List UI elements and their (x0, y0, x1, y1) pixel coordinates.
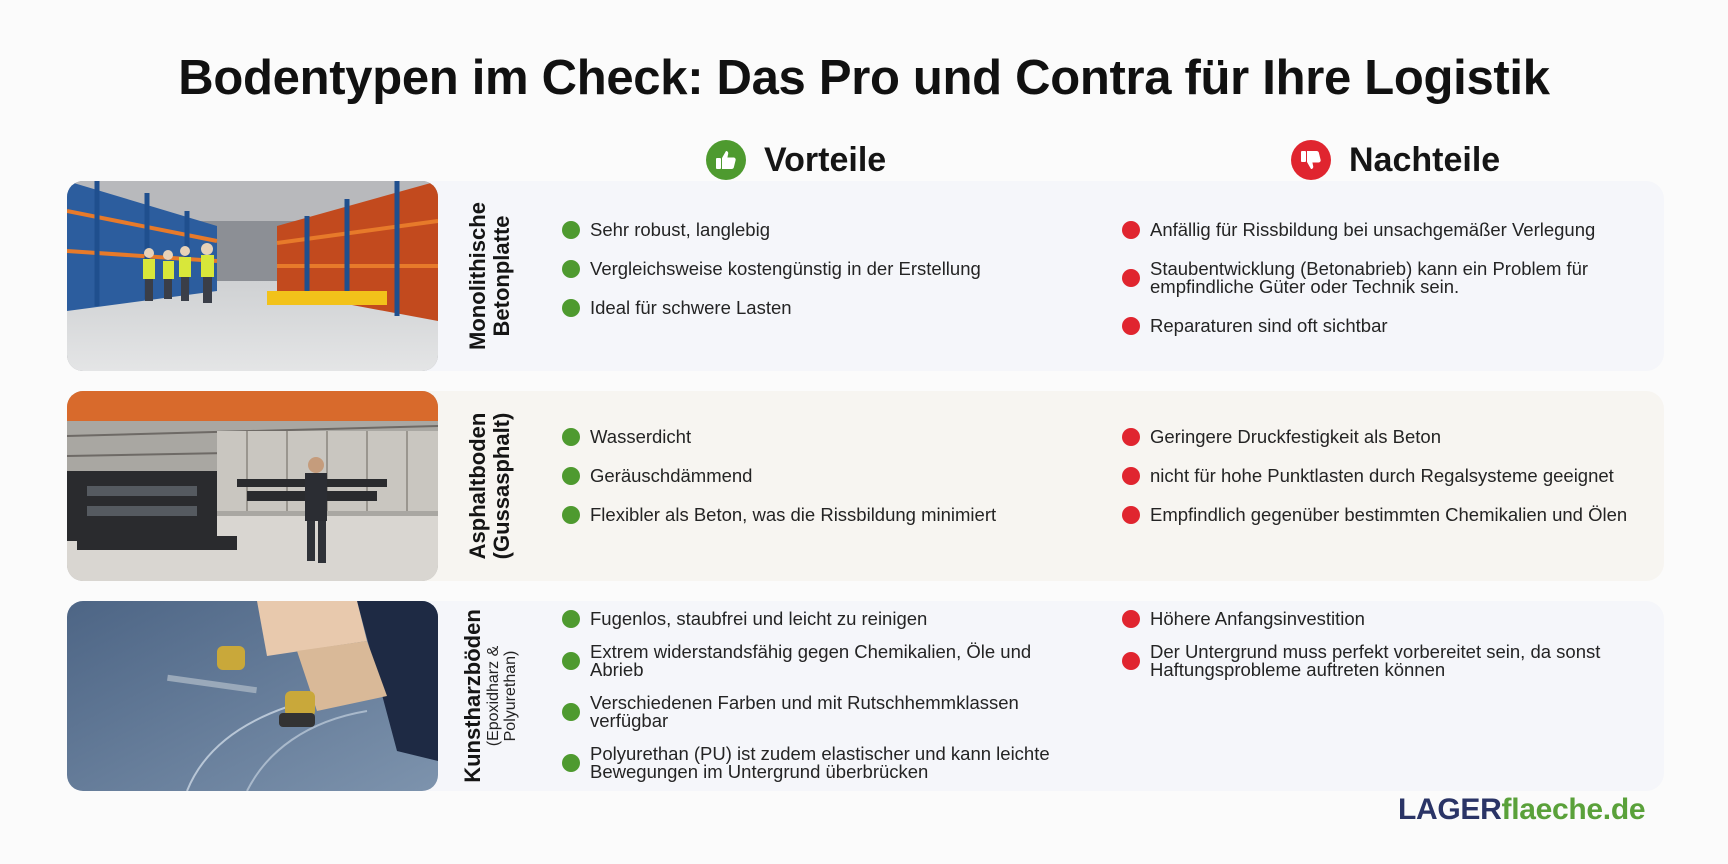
pro-item: Ideal für schwere Lasten (562, 298, 1082, 317)
pros-list: Fugenlos, staubfrei und leicht zu reinig… (562, 609, 1052, 781)
pro-item: Verschiedenen Farben und mit Rutschhemmk… (562, 693, 1052, 730)
floor-coating-photo (67, 601, 438, 791)
cons-list: Anfällig für Rissbildung bei unsachgemäß… (1122, 220, 1642, 335)
page-title: Bodentypen im Check: Das Pro und Contra … (178, 51, 1550, 105)
con-item: Empfindlich gegenüber bestimmten Chemika… (1122, 505, 1642, 524)
con-item: Reparaturen sind oft sichtbar (1122, 316, 1642, 335)
column-header-pros: Vorteile (706, 138, 886, 182)
thumbs-up-icon (706, 140, 746, 180)
cons-list: Höhere Anfangsinvestition Der Untergrund… (1122, 609, 1632, 679)
industrial-hall-photo (67, 391, 438, 581)
pro-item: Extrem widerstandsfähig gegen Chemikalie… (562, 642, 1052, 679)
con-item: Der Untergrund muss perfekt vorbereitet … (1122, 642, 1632, 679)
thumbs-down-icon (1291, 140, 1331, 180)
pro-item: Fugenlos, staubfrei und leicht zu reinig… (562, 609, 1052, 628)
con-item: Geringere Druckfestigkeit als Beton (1122, 427, 1642, 446)
pro-item: Geräuschdämmend (562, 466, 1082, 485)
con-item: Höhere Anfangsinvestition (1122, 609, 1632, 628)
column-header-pros-label: Vorteile (764, 140, 887, 179)
pro-item: Polyurethan (PU) ist zudem elastischer u… (562, 744, 1052, 781)
pro-item: Sehr robust, langlebig (562, 220, 1082, 239)
logo-part-2: flaeche.de (1501, 793, 1646, 826)
warehouse-workers-photo (67, 181, 438, 371)
row-label-sub: (Epoxidharz & Polyurethan) (485, 645, 519, 747)
row-label-concrete: Monolithische Betonplatte (448, 181, 532, 371)
pros-list: Wasserdicht Geräuschdämmend Flexibler al… (562, 427, 1082, 524)
row-label-line2: Betonplatte (489, 215, 514, 337)
column-header-cons: Nachteile (1291, 138, 1500, 182)
pro-item: Vergleichsweise kostengünstig in der Ers… (562, 259, 1082, 278)
row-concrete: Monolithische Betonplatte Sehr robust, l… (67, 181, 1664, 371)
con-item: Staubentwicklung (Betonabrieb) kann ein … (1122, 259, 1642, 296)
row-label-asphalt: Asphaltboden (Gussasphalt) (448, 391, 532, 581)
row-label-line1: Asphaltboden (465, 412, 490, 560)
row-resin: Kunstharzböden (Epoxidharz & Polyurethan… (67, 601, 1664, 791)
row-label-resin: Kunstharzböden (Epoxidharz & Polyurethan… (448, 601, 532, 791)
con-item: Anfällig für Rissbildung bei unsachgemäß… (1122, 220, 1642, 239)
con-item: nicht für hohe Punktlasten durch Regalsy… (1122, 466, 1642, 485)
logo-part-1: LAGER (1398, 793, 1502, 826)
pro-item: Flexibler als Beton, was die Rissbildung… (562, 505, 1082, 524)
brand-logo: LAGERflaeche.de (1398, 793, 1646, 827)
cons-list: Geringere Druckfestigkeit als Beton nich… (1122, 427, 1642, 524)
pro-item: Wasserdicht (562, 427, 1082, 446)
pros-list: Sehr robust, langlebig Vergleichsweise k… (562, 220, 1082, 317)
row-asphalt: Asphaltboden (Gussasphalt) Wasserdicht G… (67, 391, 1664, 581)
column-header-cons-label: Nachteile (1349, 140, 1501, 179)
row-label-line2: (Gussasphalt) (489, 412, 514, 560)
row-label-line1: Kunstharzböden (460, 609, 485, 783)
row-label-line1: Monolithische (465, 202, 490, 350)
